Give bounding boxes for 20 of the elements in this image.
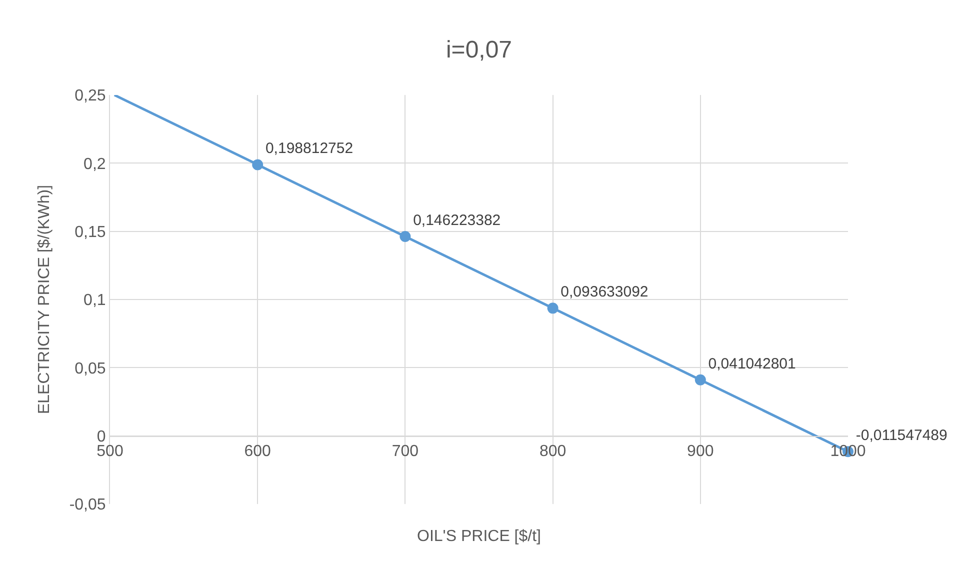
data-label: 0,093633092 [560, 284, 648, 301]
y-tick-label: 0,15 [74, 224, 106, 241]
x-tick-label: 900 [687, 443, 714, 460]
y-tick-label: 0,05 [74, 360, 106, 378]
y-tick-label: 0,25 [74, 88, 106, 105]
chart-title: i=0,07 [446, 36, 512, 64]
y-tick-label: 0,2 [84, 156, 106, 173]
x-tick-label: 500 [96, 443, 124, 460]
y-tick-label: -0,05 [69, 496, 106, 514]
x-tick-label: 600 [244, 443, 272, 460]
x-tick-label: 800 [539, 443, 566, 460]
data-label: 0,198812752 [265, 140, 354, 158]
data-label: 0,041042801 [708, 355, 796, 372]
data-label: 0,146223382 [413, 212, 501, 229]
y-tick-label: 0,1 [84, 292, 106, 310]
data-label: -0,011547489 [856, 426, 948, 444]
x-tick-label: 700 [392, 443, 419, 460]
x-axis-title: OIL'S PRICE [$/t] [417, 528, 541, 545]
y-axis-title: ELECTRICITY PRICE [$/(KWh)] [36, 184, 54, 414]
y-tick-label: 0 [96, 428, 106, 446]
